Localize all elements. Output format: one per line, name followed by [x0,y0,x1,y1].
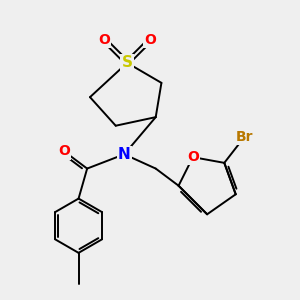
Text: O: O [187,150,199,164]
Text: O: O [144,33,156,47]
Text: Br: Br [236,130,253,144]
Text: O: O [98,33,110,47]
Text: O: O [58,144,70,158]
Text: N: N [118,147,131,162]
Text: S: S [122,56,133,70]
